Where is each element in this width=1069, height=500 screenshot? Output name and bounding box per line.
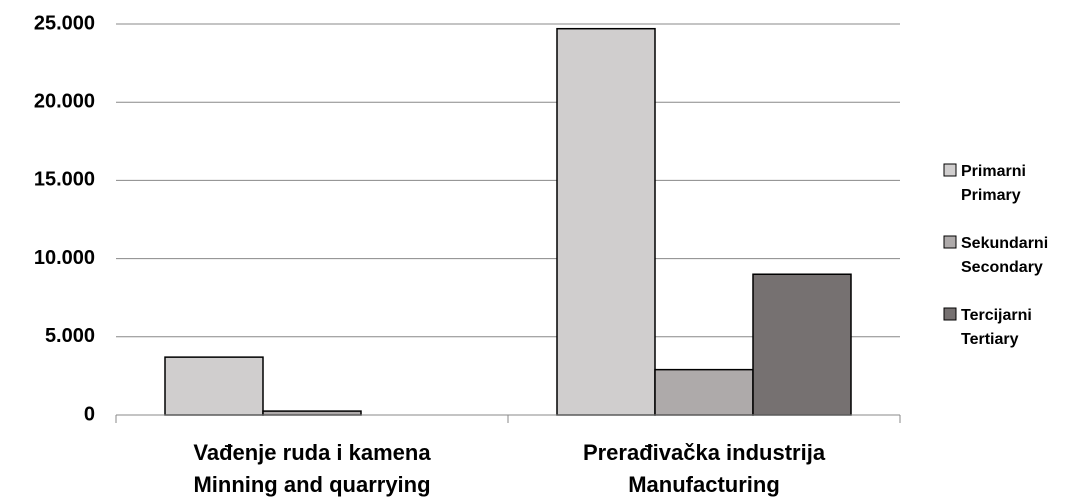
bar <box>654 368 754 416</box>
legend-swatch <box>943 163 957 177</box>
y-tick-label: 5.000 <box>45 325 95 347</box>
bar <box>752 273 852 416</box>
y-tick-label: 10.000 <box>34 247 95 269</box>
legend-label: Tercijarni Tertiary <box>961 307 1032 348</box>
y-tick-label: 20.000 <box>34 90 95 112</box>
bar <box>164 356 264 416</box>
legend-swatch <box>943 307 957 321</box>
y-tick-label: 25.000 <box>34 12 95 34</box>
x-tick-label: Vađenje ruda i kamena Minning and quarryi… <box>193 440 431 497</box>
x-tick-label: Prerađivačka industrija Manufacturing <box>583 440 826 497</box>
legend-label: Primarni Primary <box>961 163 1026 204</box>
y-tick-label: 15.000 <box>34 169 95 191</box>
bar <box>556 27 656 416</box>
legend-label: Sekundarni Secondary <box>961 235 1048 276</box>
legend-swatch <box>943 235 957 249</box>
y-tick-label: 0 <box>84 403 95 425</box>
bar <box>262 410 362 416</box>
